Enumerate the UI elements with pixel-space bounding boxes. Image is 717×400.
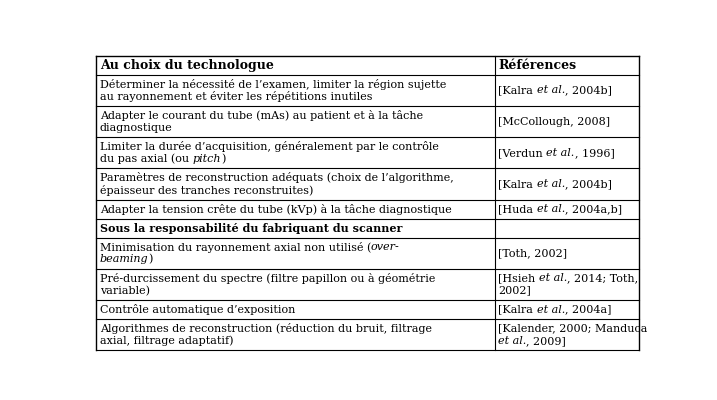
Text: Minimisation du rayonnement axial non utilisé (: Minimisation du rayonnement axial non ut… [100,242,371,253]
Text: , 2004a]: , 2004a] [565,305,612,315]
Text: , 1996]: , 1996] [575,148,614,158]
Text: Contrôle automatique d’exposition: Contrôle automatique d’exposition [100,304,295,315]
Text: over-: over- [371,242,400,252]
Text: et al.: et al. [546,148,575,158]
Text: beaming: beaming [100,254,148,264]
Text: pitch: pitch [192,154,221,164]
Text: [Kalra: [Kalra [498,179,536,189]
Text: Adapter le courant du tube (mAs) au patient et à la tâche: Adapter le courant du tube (mAs) au pati… [100,110,423,121]
Text: Limiter la durée d’acquisition, généralement par le contrôle: Limiter la durée d’acquisition, générale… [100,141,439,152]
Text: Déterminer la nécessité de l’examen, limiter la région sujette: Déterminer la nécessité de l’examen, lim… [100,79,446,90]
Text: , 2009]: , 2009] [526,336,566,346]
Text: [Hsieh: [Hsieh [498,274,539,284]
Text: et al.: et al. [498,336,526,346]
Text: épaisseur des tranches reconstruites): épaisseur des tranches reconstruites) [100,185,313,196]
Text: Sous la responsabilité du fabriquant du scanner: Sous la responsabilité du fabriquant du … [100,223,402,234]
Text: ): ) [148,254,153,265]
Text: [Kalra: [Kalra [498,85,536,95]
Text: et al.: et al. [536,85,565,95]
Text: [Kalender, 2000; Manduca: [Kalender, 2000; Manduca [498,324,647,334]
Text: Paramètres de reconstruction adéquats (choix de l’algorithme,: Paramètres de reconstruction adéquats (c… [100,172,453,184]
Text: Pré-durcissement du spectre (filtre papillon ou à géométrie: Pré-durcissement du spectre (filtre papi… [100,273,435,284]
Text: au rayonnement et éviter les répétitions inutiles: au rayonnement et éviter les répétitions… [100,91,372,102]
Text: [Toth, 2002]: [Toth, 2002] [498,248,567,258]
Text: , 2014; Toth,: , 2014; Toth, [567,274,638,284]
Text: diagnostique: diagnostique [100,123,172,133]
Text: et al.: et al. [536,305,565,315]
Text: Références: Références [498,59,576,72]
Text: et al.: et al. [539,274,567,284]
Text: et al.: et al. [537,204,565,214]
Text: [Verdun: [Verdun [498,148,546,158]
Text: Adapter la tension crête du tube (kVp) à la tâche diagnostique: Adapter la tension crête du tube (kVp) à… [100,204,452,215]
Text: axial, filtrage adaptatif): axial, filtrage adaptatif) [100,336,233,346]
Text: , 2004a,b]: , 2004a,b] [565,204,622,214]
Text: , 2004b]: , 2004b] [565,85,612,95]
Text: , 2004b]: , 2004b] [565,179,612,189]
Text: Au choix du technologue: Au choix du technologue [100,59,273,72]
Text: et al.: et al. [536,179,565,189]
Text: ): ) [221,154,225,164]
Text: 2002]: 2002] [498,286,531,296]
Text: du pas axial (ou: du pas axial (ou [100,154,192,164]
Text: [Kalra: [Kalra [498,305,536,315]
Text: variable): variable) [100,286,150,296]
Text: [McCollough, 2008]: [McCollough, 2008] [498,116,610,126]
Text: [Huda: [Huda [498,204,537,214]
Text: Algorithmes de reconstruction (réduction du bruit, filtrage: Algorithmes de reconstruction (réduction… [100,323,432,334]
